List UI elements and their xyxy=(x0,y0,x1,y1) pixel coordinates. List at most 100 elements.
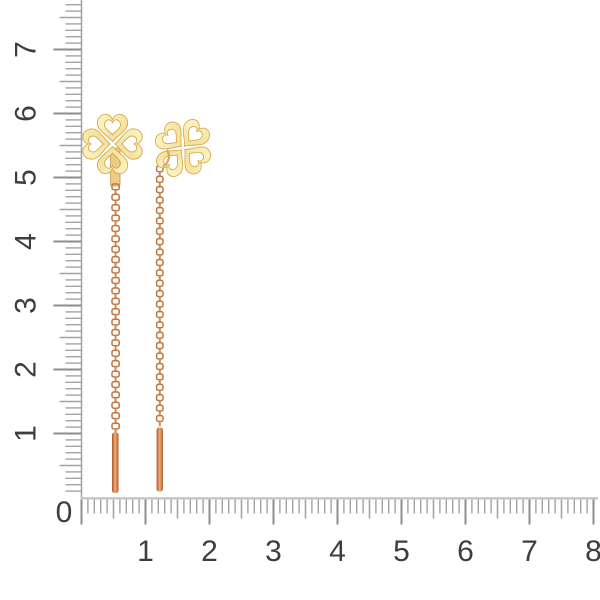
chain-link-connector xyxy=(114,377,117,382)
chain-link xyxy=(155,300,164,308)
chain-link-connector xyxy=(158,234,161,239)
chain-link xyxy=(155,258,164,267)
chain-link-connector xyxy=(158,317,161,323)
chain-link xyxy=(155,290,164,298)
chain-link xyxy=(155,321,164,329)
chain-link-connector xyxy=(114,397,117,403)
chain-link-connector xyxy=(114,387,117,393)
chain-link xyxy=(155,279,164,287)
vertical-ruler-label: 1 xyxy=(10,425,43,442)
chain-link xyxy=(155,206,164,215)
chain-link xyxy=(155,352,164,360)
chain-link xyxy=(155,196,164,204)
chain-link-connector xyxy=(114,231,117,237)
chain-link-connector xyxy=(158,327,161,333)
chain-link xyxy=(111,276,120,285)
chain-link-connector xyxy=(158,296,161,302)
vertical-ruler-label: 6 xyxy=(10,105,43,122)
horizontal-ruler-label: 3 xyxy=(265,535,282,568)
horizontal-ruler-label: 8 xyxy=(585,535,600,568)
chain-link-connector xyxy=(114,189,117,195)
chain-link xyxy=(155,186,164,194)
chain-link-connector xyxy=(114,293,117,299)
chain-link xyxy=(111,256,120,264)
chain-link xyxy=(155,238,164,246)
chain-link-connector xyxy=(114,241,117,247)
threader-hook xyxy=(162,149,171,168)
chain-link-connector xyxy=(114,345,117,351)
chain-link xyxy=(111,235,120,243)
chain-link-connector xyxy=(158,307,161,312)
chain-link xyxy=(111,193,120,201)
chain-link-connector xyxy=(158,223,161,229)
chain-link-connector xyxy=(158,182,161,187)
chain-link xyxy=(111,422,120,430)
vertical-ruler-label: 3 xyxy=(10,297,43,314)
origin-label: 0 xyxy=(56,496,73,529)
clover-charm xyxy=(143,107,223,188)
chain-link-connector xyxy=(114,408,117,413)
chain-link-connector xyxy=(158,400,161,406)
chain-link-connector xyxy=(114,252,117,257)
chain-link xyxy=(155,331,164,339)
chain-link-connector xyxy=(114,273,117,278)
chain-link xyxy=(111,370,120,378)
chain-link xyxy=(111,391,120,399)
horizontal-ruler-label: 1 xyxy=(137,535,154,568)
chain xyxy=(155,165,164,427)
chain-link xyxy=(111,412,120,420)
chain-link xyxy=(111,266,120,274)
right-earring xyxy=(143,107,223,492)
chain-link xyxy=(155,175,164,183)
vertical-ruler: 1 2 3 4 5 6 7 xyxy=(10,0,83,523)
chain-link-connector xyxy=(114,210,117,216)
vertical-ruler-label: 4 xyxy=(10,233,43,250)
horizontal-ruler-label: 2 xyxy=(201,535,218,568)
chain-link-connector xyxy=(158,338,161,343)
chain-link-connector xyxy=(114,335,117,341)
chain-link-connector xyxy=(158,379,161,385)
chain-link-connector xyxy=(114,314,117,320)
chain-link xyxy=(111,204,120,212)
threader-bar xyxy=(156,427,163,492)
chain-link xyxy=(155,342,164,350)
chain-link-connector xyxy=(114,200,117,205)
chain xyxy=(111,183,120,434)
chain-link-connector xyxy=(158,203,161,208)
chain-link-connector xyxy=(158,171,161,177)
threader-bar xyxy=(112,432,119,493)
chain-link-connector xyxy=(158,421,161,427)
chain-link-connector xyxy=(158,255,161,260)
chain-link xyxy=(155,269,164,277)
chain-link-connector xyxy=(158,390,161,395)
left-earring xyxy=(83,114,142,493)
chain-link xyxy=(111,245,120,253)
chain-link xyxy=(111,224,120,233)
chain-link xyxy=(111,318,120,326)
chain-link xyxy=(111,401,120,409)
chain-link xyxy=(111,328,120,337)
chain-link-connector xyxy=(158,192,161,198)
vertical-ruler-label: 5 xyxy=(10,169,43,186)
chain-link xyxy=(155,383,164,391)
chain-link xyxy=(155,404,164,412)
chain-link-connector xyxy=(114,418,117,424)
chain-link xyxy=(155,373,164,381)
chain-link-connector xyxy=(158,369,161,375)
chain-link-connector xyxy=(114,429,117,434)
chain-link xyxy=(155,362,164,371)
chain-link-connector xyxy=(158,286,161,291)
chain-link xyxy=(155,248,164,256)
chain-link xyxy=(111,339,120,347)
chain-link-connector xyxy=(114,356,117,361)
chain-link xyxy=(155,310,164,319)
horizontal-ruler: 0 1 2 3 4 5 6 7 8 xyxy=(56,496,600,568)
chain-link-connector xyxy=(114,366,117,372)
chain-link xyxy=(111,349,120,357)
chain-link xyxy=(155,394,164,402)
chain-link xyxy=(111,308,120,316)
chain-link-connector xyxy=(114,325,117,330)
chain-link xyxy=(111,360,120,368)
chain-link-connector xyxy=(114,221,117,226)
